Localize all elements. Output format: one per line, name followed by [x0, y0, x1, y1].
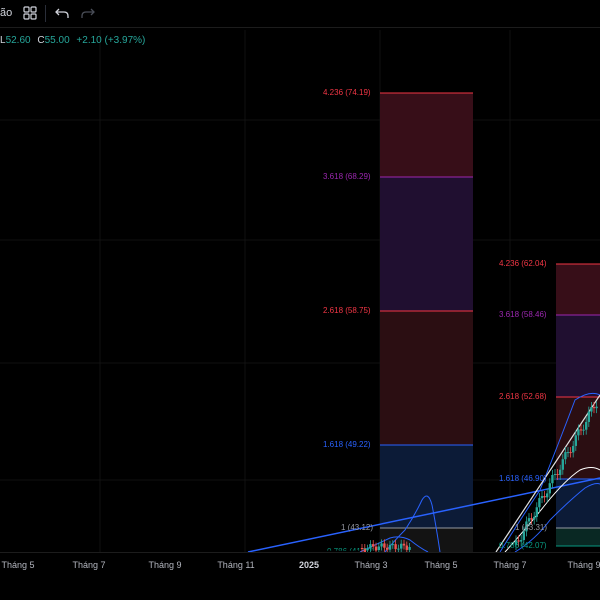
candle-body [400, 543, 403, 549]
candle-body [533, 516, 536, 520]
candle-body [546, 493, 549, 498]
candle-body [402, 543, 406, 546]
fib-right-1618: 1.618 (46.90) [499, 474, 547, 483]
candle-body [369, 544, 372, 549]
bottom-panel [0, 574, 600, 600]
candle-body [363, 548, 366, 552]
indicator-bands-left [359, 495, 441, 552]
candle-body [556, 474, 559, 476]
candle-body [386, 547, 389, 550]
fib-left-4236: 4.236 (74.19) [323, 88, 371, 97]
candle-body [572, 445, 575, 453]
time-tick: Tháng 5 [1, 560, 35, 570]
candle-body [548, 483, 551, 494]
candle-body [582, 429, 585, 431]
candle-body [527, 518, 531, 522]
candle-body [397, 548, 400, 550]
time-tick: Tháng 7 [72, 560, 106, 570]
candle-body [590, 407, 593, 412]
candle-body [517, 540, 520, 542]
candle-body [540, 496, 544, 499]
time-axis[interactable]: Tháng 5 Tháng 7 Tháng 9 Tháng 11 2025 Th… [0, 552, 600, 575]
candle-body [559, 469, 562, 475]
redo-icon[interactable] [78, 4, 98, 22]
candle-body [587, 411, 590, 422]
candle-body [360, 548, 364, 549]
candle-body [408, 546, 411, 550]
fib-left-0786: 0.786 (41.20) [327, 547, 375, 551]
candle-body [520, 540, 523, 542]
time-tick: Tháng 3 [354, 560, 388, 570]
candle-body [585, 421, 588, 430]
low-value: 52.60 [5, 35, 31, 46]
candle-body [564, 452, 567, 460]
candle-body [595, 406, 598, 409]
fib-right-4236: 4.236 (62.04) [499, 259, 547, 268]
candle-body [538, 498, 541, 508]
toolbar-divider [45, 5, 46, 22]
candle-body [525, 521, 528, 532]
candle-body [372, 544, 375, 547]
candle-body [391, 544, 394, 546]
candle-body [380, 543, 383, 547]
candle-body [579, 429, 583, 431]
candle-body [535, 507, 538, 517]
candle-body [377, 546, 380, 550]
candle-body [522, 531, 525, 541]
candle-body [553, 474, 557, 476]
close-key: C [37, 35, 45, 46]
close-value: 55.00 [44, 35, 70, 46]
candle-body [543, 496, 546, 498]
toolbar-partial-label[interactable]: ão [0, 7, 13, 19]
time-tick: Tháng 9 [148, 560, 182, 570]
candle-body [405, 545, 408, 550]
fib-left-3618: 3.618 (68.29) [323, 172, 371, 181]
ohlc-legend: L52.60 C55.00 +2.10 (+3.97%) [0, 35, 145, 46]
top-toolbar: ão [0, 0, 600, 28]
fib-extension-right[interactable] [556, 263, 600, 547]
candle-body [551, 474, 554, 484]
change-value: +2.10 (+3.97%) [76, 35, 146, 46]
fib-right-3618: 3.618 (58.46) [499, 310, 547, 319]
indicator-bands-right [495, 392, 600, 552]
candle-body [374, 546, 378, 551]
candlesticks [360, 401, 598, 552]
candle-body [514, 540, 518, 545]
fib-right-1: 1 (43.31) [515, 523, 548, 532]
candle-body [569, 452, 572, 454]
time-tick: Tháng 11 [217, 560, 255, 570]
fib-left-1618: 1.618 (49.22) [323, 440, 371, 449]
time-tick-year: 2025 [298, 560, 320, 570]
grid-icon[interactable] [20, 4, 40, 22]
candle-body [577, 429, 580, 436]
candle-body [383, 543, 386, 548]
undo-icon[interactable] [52, 4, 72, 22]
candle-body [388, 544, 392, 550]
fib-extension-left[interactable] [380, 92, 473, 552]
trend-line[interactable] [247, 477, 600, 552]
fib-right-0786: 0.786 (42.07) [499, 541, 547, 550]
candle-body [394, 544, 397, 550]
price-chart[interactable] [0, 0, 600, 552]
fib-left-2618: 2.618 (58.75) [323, 306, 371, 315]
time-tick: Tháng 7 [493, 560, 527, 570]
candle-body [566, 452, 570, 454]
time-tick: Tháng 5 [424, 560, 458, 570]
candle-body [574, 435, 577, 446]
fib-right-2618: 2.618 (52.68) [499, 392, 547, 401]
candle-body [561, 459, 564, 470]
time-tick: Tháng 9 [567, 560, 600, 570]
low-key: L [0, 35, 6, 46]
candle-body [366, 548, 369, 550]
candle-body [530, 518, 533, 520]
candle-body [592, 407, 596, 409]
fib-left-1: 1 (43.12) [341, 523, 374, 532]
